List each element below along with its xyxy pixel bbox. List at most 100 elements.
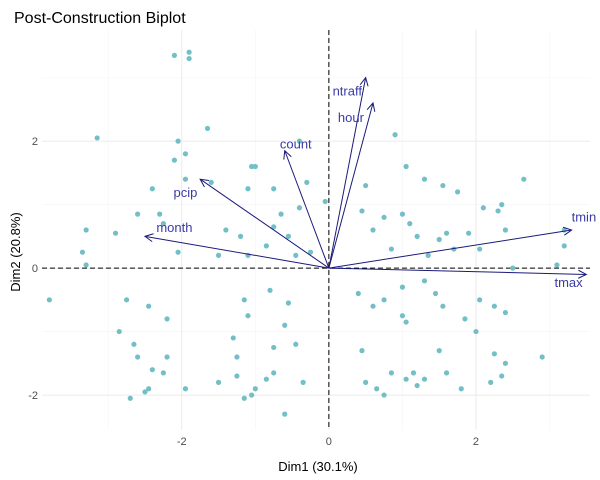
y-tick-label: -2 xyxy=(28,390,38,402)
data-point xyxy=(392,132,398,138)
data-point xyxy=(359,208,365,214)
data-point xyxy=(399,284,406,290)
data-point xyxy=(473,328,479,335)
arrow-count xyxy=(285,151,330,269)
data-point xyxy=(414,233,420,239)
data-point xyxy=(83,262,89,268)
data-point xyxy=(436,236,442,243)
data-point xyxy=(322,198,328,205)
y-tick-label: 0 xyxy=(32,263,38,275)
data-point xyxy=(440,182,446,189)
data-point xyxy=(282,411,288,417)
arrow-tmax xyxy=(328,267,586,274)
label-count: count xyxy=(280,137,312,152)
data-point xyxy=(539,354,545,360)
arrow-ntraff xyxy=(328,78,366,269)
data-point xyxy=(381,392,387,398)
data-point xyxy=(175,249,181,255)
data-point xyxy=(488,379,494,385)
data-point xyxy=(182,176,189,182)
arrow-tmin xyxy=(328,230,572,269)
data-point xyxy=(252,163,258,170)
data-point xyxy=(249,163,255,170)
data-point xyxy=(381,214,387,220)
data-point xyxy=(171,157,178,163)
data-point xyxy=(175,138,181,144)
data-point xyxy=(521,176,527,182)
data-point xyxy=(204,125,211,132)
data-point xyxy=(436,348,442,354)
data-point xyxy=(407,221,413,227)
data-point xyxy=(267,287,273,293)
data-point xyxy=(363,182,369,189)
data-point xyxy=(307,249,314,255)
data-point xyxy=(502,360,509,366)
data-point xyxy=(142,389,148,395)
data-point xyxy=(432,290,439,297)
origin-lines xyxy=(42,30,590,430)
data-point xyxy=(245,186,251,192)
data-point xyxy=(414,382,420,389)
data-point xyxy=(271,186,277,192)
data-point xyxy=(285,300,292,306)
data-point xyxy=(123,297,130,303)
data-point xyxy=(421,176,428,182)
data-point xyxy=(477,297,483,303)
data-point xyxy=(135,354,141,360)
data-point xyxy=(135,211,141,217)
data-point xyxy=(149,367,155,373)
data-point xyxy=(363,379,369,385)
data-point xyxy=(374,386,380,392)
x-tick-label: -2 xyxy=(177,436,187,448)
data-point xyxy=(116,328,122,335)
variable-labels: tmin tmax ntraff hour count pcip month xyxy=(156,83,596,290)
data-point xyxy=(410,370,417,376)
data-point xyxy=(186,49,192,55)
data-point xyxy=(480,205,486,211)
data-point xyxy=(271,224,277,230)
data-point xyxy=(502,227,509,233)
data-point xyxy=(443,370,450,376)
points xyxy=(46,49,567,417)
arrow-hour xyxy=(328,103,373,269)
data-point xyxy=(171,52,178,58)
data-point xyxy=(282,322,288,328)
data-point xyxy=(477,246,483,252)
data-point xyxy=(499,202,505,208)
data-point xyxy=(293,341,299,347)
data-point xyxy=(285,233,292,239)
data-point xyxy=(561,243,567,249)
data-point xyxy=(182,386,189,392)
data-point xyxy=(458,386,464,392)
arrow-pcip xyxy=(200,179,330,269)
data-point xyxy=(403,376,409,382)
data-point xyxy=(263,243,269,249)
variable-arrows xyxy=(145,78,586,275)
label-month: month xyxy=(156,220,192,235)
data-point xyxy=(502,309,509,316)
data-point xyxy=(215,379,222,385)
data-point xyxy=(300,379,306,385)
x-tick-label: 2 xyxy=(473,436,479,448)
data-point xyxy=(403,163,409,170)
data-point xyxy=(499,373,505,379)
y-axis-label: Dim2 (20.8%) xyxy=(8,212,23,291)
data-point xyxy=(131,341,137,347)
data-point xyxy=(370,303,376,309)
data-point xyxy=(381,297,387,303)
label-pcip: pcip xyxy=(174,185,198,200)
data-point xyxy=(157,211,163,217)
arrow-month xyxy=(145,236,329,269)
data-point xyxy=(234,373,240,379)
data-point xyxy=(215,252,222,258)
data-point xyxy=(491,303,497,309)
data-point xyxy=(491,351,497,357)
data-point xyxy=(462,316,468,322)
data-point xyxy=(83,227,89,233)
data-point xyxy=(399,313,406,319)
data-point xyxy=(403,319,409,325)
data-point xyxy=(399,211,406,217)
data-point xyxy=(388,246,394,252)
data-point xyxy=(46,297,52,303)
data-point xyxy=(388,370,394,376)
